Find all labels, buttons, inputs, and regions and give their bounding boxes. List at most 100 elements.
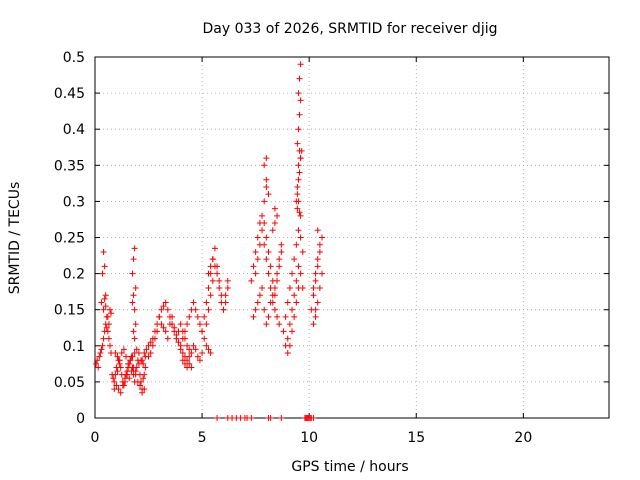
data-point-plus <box>216 285 223 292</box>
data-point-plus <box>119 382 126 389</box>
data-point-plus <box>220 306 227 313</box>
data-point-plus <box>131 245 138 252</box>
data-point-plus <box>99 270 106 277</box>
data-point-plus <box>117 364 124 371</box>
data-point-plus <box>101 263 108 270</box>
data-point-plus <box>130 364 137 371</box>
data-point-plus <box>184 342 191 349</box>
data-point-plus <box>294 205 301 212</box>
data-point-plus <box>184 321 191 328</box>
y-tick-label: 0.4 <box>63 122 85 138</box>
data-point-plus <box>160 303 167 310</box>
data-point-plus <box>265 248 272 255</box>
data-point-plus <box>274 313 281 320</box>
x-axis-label: GPS time / hours <box>291 459 408 475</box>
data-point-plus <box>299 248 306 255</box>
data-point-plus <box>130 256 137 263</box>
data-point-plus <box>140 375 147 382</box>
data-point-plus <box>261 162 268 169</box>
data-point-plus <box>267 263 274 270</box>
data-point-plus <box>129 353 136 360</box>
data-point-plus <box>205 285 212 292</box>
grid-lines <box>95 57 609 418</box>
data-point-plus <box>295 285 302 292</box>
data-point-plus <box>250 263 257 270</box>
data-point-plus <box>141 386 148 393</box>
data-point-plus <box>295 176 302 183</box>
data-point-plus <box>310 292 317 299</box>
data-point-plus <box>131 335 138 342</box>
data-point-plus <box>316 241 323 248</box>
data-point-plus <box>310 321 317 328</box>
data-point-plus <box>135 350 142 357</box>
data-point-plus <box>291 256 298 263</box>
data-point-plus <box>158 306 165 313</box>
data-point-plus <box>269 277 276 284</box>
data-point-plus <box>296 169 303 176</box>
x-tick-label: 15 <box>407 430 425 446</box>
data-point-plus <box>286 342 293 349</box>
data-point-plus <box>177 342 184 349</box>
data-point-plus <box>224 285 231 292</box>
data-point-plus <box>164 335 171 342</box>
data-point-plus <box>203 342 210 349</box>
y-tick-label: 0.1 <box>63 339 85 355</box>
data-point-plus <box>186 313 193 320</box>
data-point-plus <box>118 350 125 357</box>
data-point-plus <box>181 360 188 367</box>
data-point-plus <box>100 306 107 313</box>
data-point-plus <box>126 375 133 382</box>
data-point-plus <box>162 299 169 306</box>
data-point-plus <box>123 353 130 360</box>
data-point-plus <box>291 313 298 320</box>
data-point-plus <box>120 346 127 353</box>
data-point-plus <box>186 353 193 360</box>
data-point-plus <box>289 306 296 313</box>
data-point-plus <box>310 285 317 292</box>
y-axis-label: SRMTID / TECUs <box>7 182 23 295</box>
data-point-plus <box>171 324 178 331</box>
data-point-plus <box>181 328 188 335</box>
data-points <box>93 61 326 421</box>
data-point-plus <box>295 263 302 270</box>
data-point-plus <box>278 241 285 248</box>
data-point-plus <box>293 241 300 248</box>
data-point-plus <box>112 371 119 378</box>
data-point-plus <box>149 342 156 349</box>
data-point-plus <box>297 97 304 104</box>
data-point-plus <box>132 321 139 328</box>
data-point-plus <box>103 324 110 331</box>
x-tick-label: 5 <box>198 430 207 446</box>
data-point-plus <box>147 350 154 357</box>
data-point-plus <box>201 313 208 320</box>
data-point-plus <box>100 248 107 255</box>
data-point-plus <box>312 270 319 277</box>
data-point-plus <box>209 277 216 284</box>
data-point-plus <box>286 321 293 328</box>
data-point-plus <box>103 313 110 320</box>
data-point-plus <box>263 183 270 190</box>
data-point-plus <box>141 350 148 357</box>
data-point-plus <box>105 321 112 328</box>
data-point-plus <box>136 382 143 389</box>
data-point-plus <box>295 90 302 97</box>
data-point-plus <box>295 227 302 234</box>
data-point-plus <box>269 227 276 234</box>
data-point-plus <box>297 155 304 162</box>
data-point-plus <box>196 357 203 364</box>
data-point-plus <box>259 285 266 292</box>
data-point-plus <box>314 299 321 306</box>
data-point-plus <box>256 241 263 248</box>
data-point-plus <box>271 220 278 227</box>
data-point-plus <box>147 339 154 346</box>
data-point-plus <box>205 346 212 353</box>
data-point-plus <box>319 270 326 277</box>
data-point-plus <box>278 415 285 421</box>
data-point-plus <box>134 378 141 385</box>
data-point-plus <box>93 360 100 367</box>
data-point-plus <box>265 313 272 320</box>
data-point-plus <box>141 371 148 378</box>
data-point-plus <box>263 176 270 183</box>
data-point-plus <box>106 342 113 349</box>
